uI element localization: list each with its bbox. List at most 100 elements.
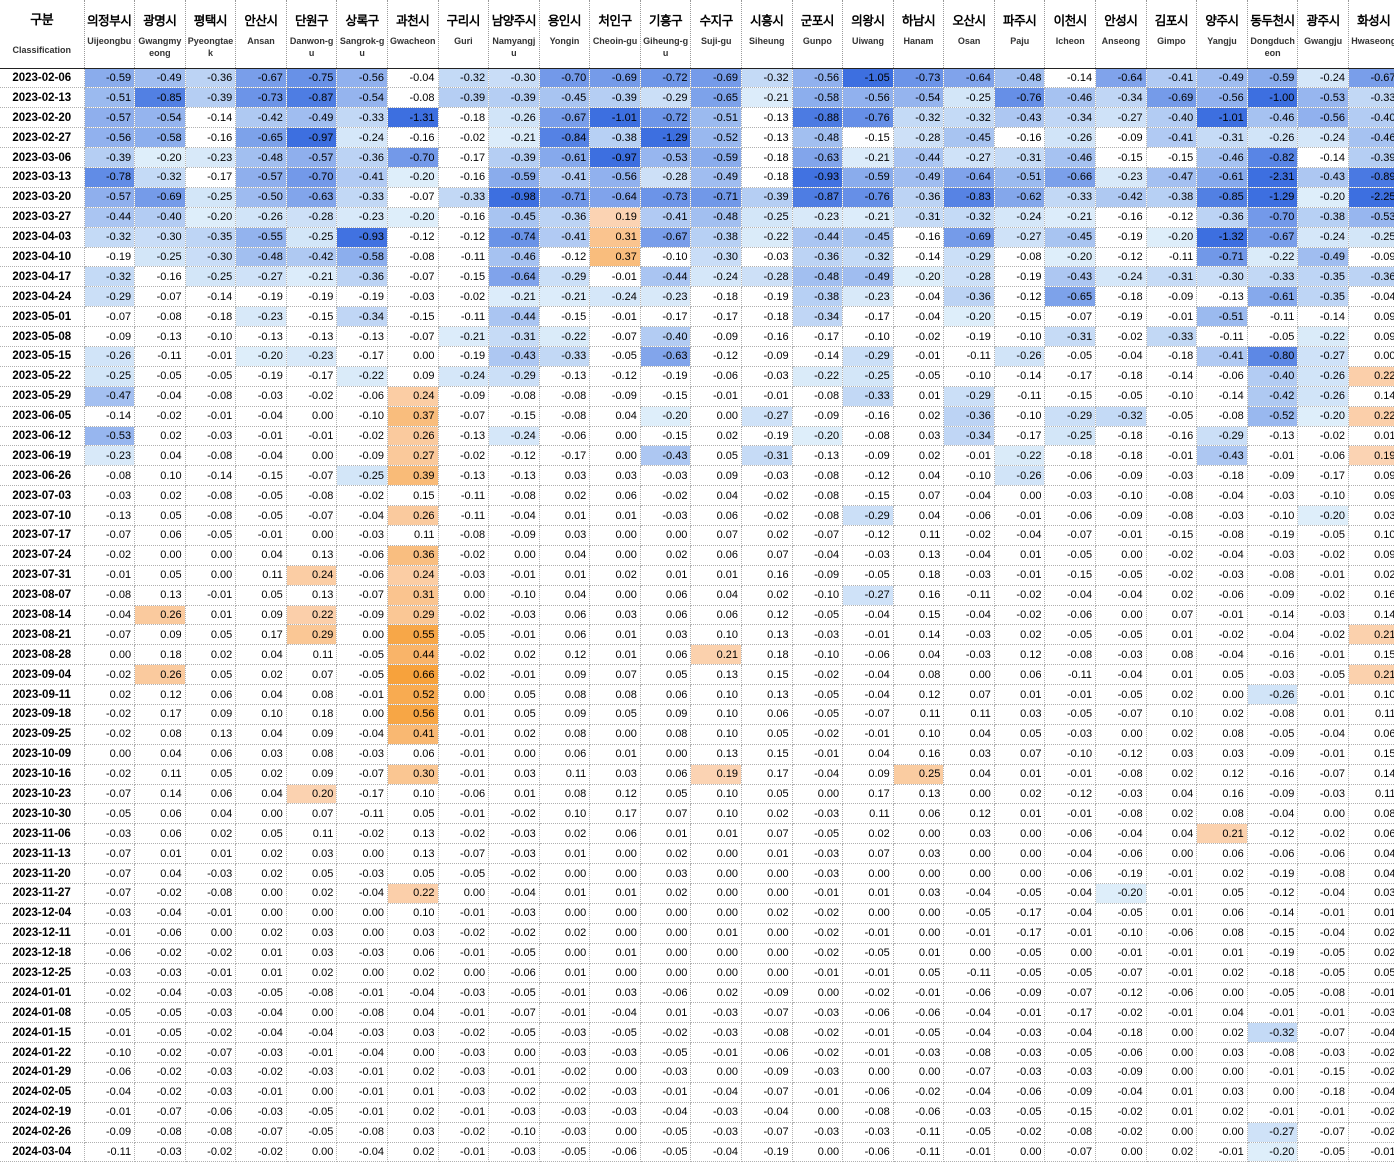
value-cell: -0.14 xyxy=(185,286,237,308)
value-cell: 0.20 xyxy=(286,784,338,805)
value-cell: -0.01 xyxy=(1247,1062,1299,1083)
value-cell: 0.03 xyxy=(387,923,439,944)
value-cell: -0.04 xyxy=(387,68,439,89)
value-cell: -0.12 xyxy=(1095,247,1147,268)
value-cell: -0.24 xyxy=(336,127,388,149)
value-cell: -0.02 xyxy=(1095,1122,1147,1143)
value-cell: -0.04 xyxy=(943,1022,995,1044)
value-cell: -0.32 xyxy=(1247,1022,1299,1044)
value-cell: -0.01 xyxy=(286,426,338,447)
value-cell: -0.05 xyxy=(994,943,1046,964)
value-cell: -0.12 xyxy=(1247,883,1299,904)
value-cell: 0.02 xyxy=(1196,863,1248,885)
row-date: 2023-04-17 xyxy=(0,266,85,288)
value-cell: -0.14 xyxy=(1196,386,1248,407)
value-cell: 0.00 xyxy=(336,843,388,865)
value-cell: -0.10 xyxy=(640,247,692,268)
header-region: 시흥시 Siheung xyxy=(741,0,793,69)
value-cell: 0.05 xyxy=(235,585,287,606)
value-cell: -0.08 xyxy=(438,525,490,546)
header-region-en: Gunpo xyxy=(802,36,832,46)
value-cell: -0.09 xyxy=(1095,127,1147,149)
value-cell: -0.05 xyxy=(792,605,844,626)
value-cell: -0.02 xyxy=(488,863,540,885)
value-cell: 0.06 xyxy=(1348,823,1394,845)
value-cell: -0.64 xyxy=(943,68,995,89)
value-cell: -0.04 xyxy=(589,1002,641,1024)
row-date: 2023-08-14 xyxy=(0,605,85,626)
value-cell: -0.33 xyxy=(539,346,591,367)
value-cell: 0.01 xyxy=(741,843,793,865)
header-region-en: Anseong xyxy=(1101,36,1141,46)
value-cell: -0.13 xyxy=(134,326,186,347)
row-date: 2023-10-16 xyxy=(0,764,85,785)
header-region-kr: 처인구 xyxy=(598,14,632,28)
value-cell: 0.13 xyxy=(286,585,338,606)
value-cell: -0.01 xyxy=(1044,923,1097,944)
value-cell: 0.05 xyxy=(640,784,692,805)
value-cell: -0.17 xyxy=(286,366,338,387)
value-cell: -0.01 xyxy=(1297,1102,1349,1123)
value-cell: -0.08 xyxy=(1247,565,1299,586)
value-cell: -0.89 xyxy=(1348,167,1394,188)
value-cell: -0.36 xyxy=(943,286,995,308)
value-cell: -0.67 xyxy=(1247,227,1299,248)
value-cell: -0.04 xyxy=(134,903,186,924)
value-cell: -0.12 xyxy=(488,445,540,467)
value-cell: -0.17 xyxy=(336,346,388,367)
value-cell: -0.05 xyxy=(640,1122,692,1143)
value-cell: -0.16 xyxy=(1247,644,1299,666)
value-cell: -0.02 xyxy=(792,1022,844,1044)
value-cell: -0.53 xyxy=(84,426,136,447)
value-cell: -0.08 xyxy=(792,386,844,407)
value-cell: -0.08 xyxy=(185,883,237,904)
value-cell: -0.03 xyxy=(134,1142,186,1162)
value-cell: 0.00 xyxy=(488,545,540,566)
value-cell: 0.00 xyxy=(1146,1062,1198,1083)
value-cell: -0.03 xyxy=(792,1122,844,1143)
value-cell: -0.44 xyxy=(640,266,692,288)
row-date: 2023-06-05 xyxy=(0,406,85,427)
value-cell: -0.15 xyxy=(994,306,1046,328)
value-cell: -0.12 xyxy=(539,247,591,268)
header-region-kr: 하남시 xyxy=(901,14,936,28)
value-cell: -0.11 xyxy=(336,803,388,825)
value-cell: 0.06 xyxy=(741,704,793,725)
value-cell: -0.40 xyxy=(640,326,692,347)
value-cell: -0.03 xyxy=(842,1122,894,1143)
header-region: 과천시 Gwacheon xyxy=(387,0,439,69)
value-cell: -0.03 xyxy=(438,1062,490,1083)
value-cell: -0.38 xyxy=(1297,207,1349,228)
value-cell: -0.11 xyxy=(994,386,1046,407)
value-cell: -0.07 xyxy=(1044,525,1097,546)
value-cell: 0.02 xyxy=(640,843,692,865)
value-cell: -0.05 xyxy=(589,1022,641,1044)
value-cell: 0.09 xyxy=(1348,485,1394,507)
value-cell: -0.02 xyxy=(1348,1042,1394,1064)
value-cell: -0.03 xyxy=(438,982,490,1004)
value-cell: -0.01 xyxy=(640,1082,692,1103)
value-cell: 0.00 xyxy=(690,883,743,904)
value-cell: 0.24 xyxy=(286,565,338,586)
value-cell: -0.71 xyxy=(1196,247,1248,268)
header-region-en: Suji-gu xyxy=(700,36,732,46)
header-region-en: Paju xyxy=(1010,36,1030,46)
value-cell: 0.00 xyxy=(1196,684,1248,705)
value-cell: -0.11 xyxy=(1044,664,1097,686)
value-cell: -0.06 xyxy=(336,565,388,586)
value-cell: -0.15 xyxy=(1044,386,1097,407)
value-cell: 0.01 xyxy=(690,923,743,944)
table-row: 2023-05-29 -0.47 -0.04 -0.08 -0.03 -0.02 -0.06… xyxy=(0,386,1394,407)
value-cell: -0.13 xyxy=(1196,286,1248,308)
value-cell: -0.07 xyxy=(134,286,186,308)
value-cell: -0.22 xyxy=(336,366,388,387)
value-cell: 0.03 xyxy=(1196,1042,1248,1064)
row-date: 2023-10-30 xyxy=(0,803,85,825)
value-cell: 0.01 xyxy=(134,843,186,865)
value-cell: -0.04 xyxy=(1044,903,1097,924)
value-cell: 0.01 xyxy=(488,784,540,805)
value-cell: -0.33 xyxy=(1044,187,1097,208)
value-cell: -0.67 xyxy=(1348,68,1394,89)
value-cell: 0.06 xyxy=(185,684,237,705)
value-cell: 0.05 xyxy=(488,684,540,705)
